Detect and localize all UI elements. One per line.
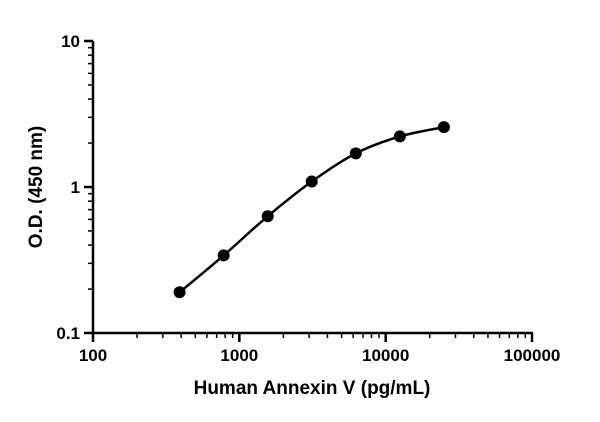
data-point [437,121,450,134]
x-tick-label: 100000 [504,346,561,365]
x-tick-label: 10000 [362,346,409,365]
data-point [173,286,186,299]
data-point [261,210,274,223]
axes: 100 1000 10000 100000 0.1 1 10 [56,32,560,365]
x-tick-label: 100 [79,346,107,365]
y-tick-label: 1 [71,178,80,197]
data-point [349,147,362,160]
x-axis-title: Human Annexin V (pg/mL) [194,378,431,399]
x-tick-label: 1000 [220,346,258,365]
data-points [173,121,450,299]
y-axis-title: O.D. (450 nm) [26,126,47,248]
fit-curve [178,125,445,294]
y-tick-label: 0.1 [56,324,80,343]
y-tick-label: 10 [61,32,80,51]
data-point [305,175,318,188]
data-point [393,130,406,143]
data-point [217,249,230,262]
